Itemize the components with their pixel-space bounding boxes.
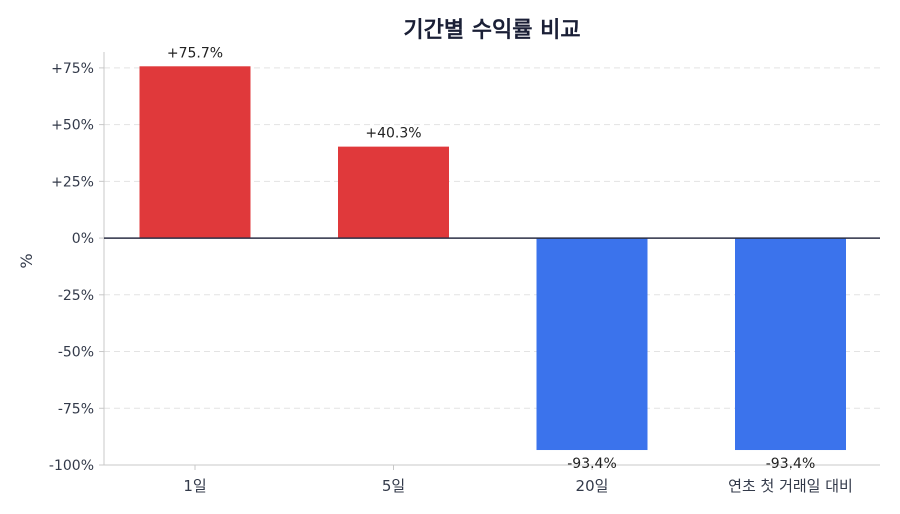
x-tick-label: 5일 bbox=[382, 477, 405, 495]
y-axis-label: % bbox=[17, 253, 36, 268]
bar bbox=[735, 238, 846, 451]
x-tick-label: 20일 bbox=[576, 477, 609, 495]
data-label: +40.3% bbox=[365, 126, 421, 142]
bar bbox=[536, 238, 648, 451]
y-tick-label: -50% bbox=[58, 345, 94, 361]
bar bbox=[338, 146, 449, 239]
bars bbox=[139, 66, 846, 451]
y-tick-label: 0% bbox=[72, 231, 94, 247]
bar bbox=[139, 66, 251, 239]
data-label: -93.4% bbox=[567, 456, 617, 472]
data-label: -93.4% bbox=[766, 456, 816, 472]
axes bbox=[99, 52, 880, 470]
x-tick-label: 연초 첫 거래일 대비 bbox=[728, 477, 853, 495]
chart-title: 기간별 수익률 비교 bbox=[403, 18, 580, 43]
y-tick-label: -75% bbox=[58, 401, 94, 417]
y-tick-label: +75% bbox=[51, 61, 94, 77]
data-label: +75.7% bbox=[167, 45, 223, 61]
x-tick-label: 1일 bbox=[183, 477, 206, 495]
y-tick-label: +25% bbox=[51, 174, 94, 190]
y-tick-label: -25% bbox=[58, 288, 94, 304]
y-tick-label: +50% bbox=[51, 118, 94, 134]
y-tick-label: -100% bbox=[49, 458, 94, 474]
labels: +75% +50% +25% 0% -25% -50% -75% -100% +75.7% 1일 +… bbox=[49, 45, 853, 495]
